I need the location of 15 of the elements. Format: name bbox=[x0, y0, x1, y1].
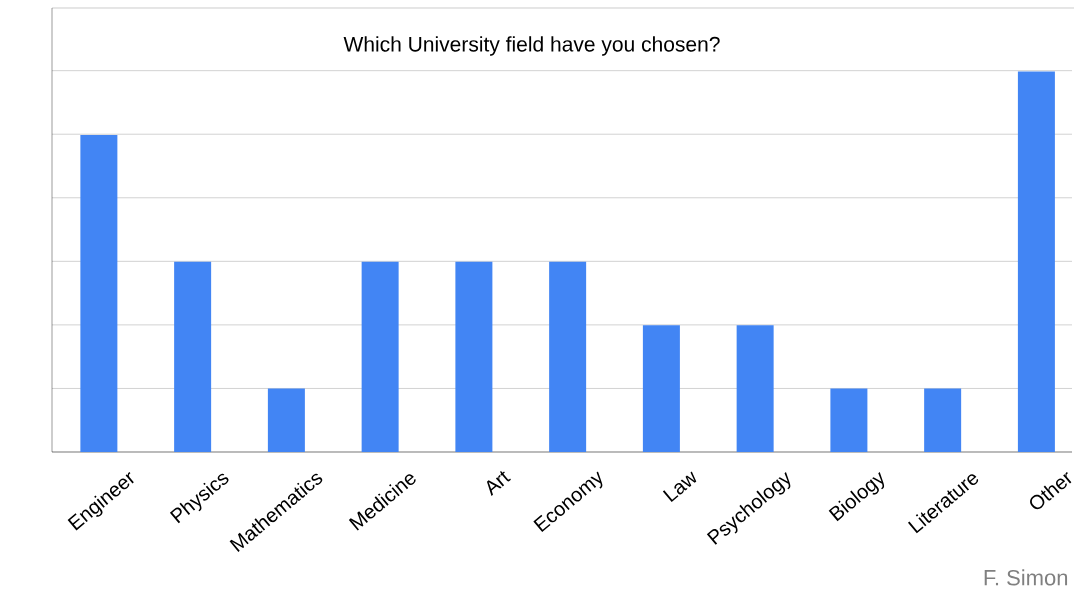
bar bbox=[455, 261, 493, 452]
text: F. Simon bbox=[984, 569, 1068, 586]
bar bbox=[924, 388, 962, 452]
bar bbox=[736, 325, 774, 452]
bar bbox=[642, 325, 680, 452]
chart-title: Which University field have you chosen? bbox=[343, 36, 720, 56]
bar bbox=[361, 261, 399, 452]
bar bbox=[267, 388, 305, 452]
bar bbox=[174, 261, 212, 452]
x-tick-label: Law bbox=[662, 471, 697, 503]
x-tick-label: Art bbox=[486, 471, 511, 496]
bar bbox=[1017, 71, 1055, 452]
bar bbox=[830, 388, 868, 452]
bar bbox=[549, 261, 587, 452]
bar bbox=[80, 134, 118, 452]
